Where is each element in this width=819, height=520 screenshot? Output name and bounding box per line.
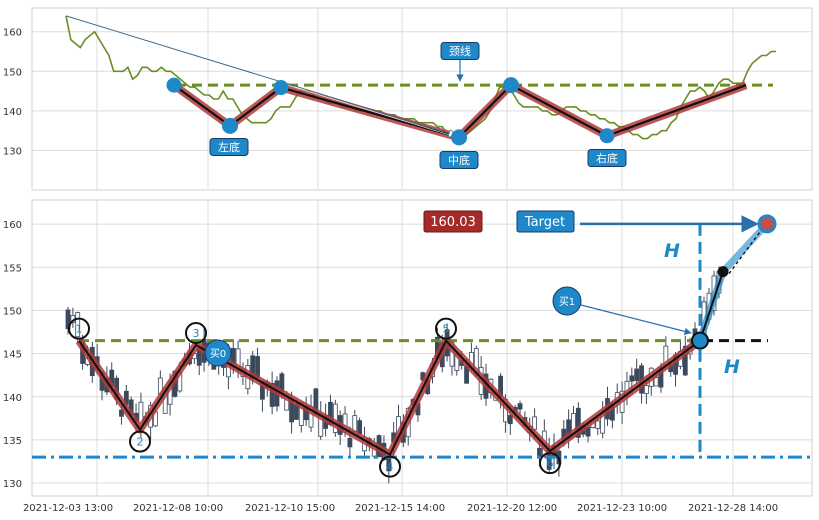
pattern-point-label: 1 — [76, 323, 83, 336]
price-box-label: 160.03 — [430, 215, 476, 230]
candle-body — [537, 447, 542, 458]
pattern-point-circle — [68, 317, 90, 340]
pattern-point-circle — [129, 430, 151, 453]
bottom-y-tick-label: 145 — [3, 350, 22, 361]
candle-body — [65, 309, 71, 330]
bottom-y-tick-label: 155 — [3, 263, 22, 274]
x-tick-label: 2021-12-10 15:00 — [245, 503, 335, 514]
candle-body — [629, 375, 635, 382]
top-y-tick-label: 160 — [3, 28, 22, 39]
neckline-label: 颈线 — [449, 44, 471, 58]
trend-arrow-inner — [67, 17, 457, 138]
middle-bottom-box — [439, 151, 479, 169]
candle-body — [269, 382, 275, 407]
right-bottom-box — [587, 149, 627, 167]
breakout-point — [691, 331, 709, 350]
pattern-point-circle — [379, 455, 401, 478]
candle-body — [634, 368, 640, 381]
right-bottom-label: 右底 — [596, 151, 618, 165]
bottom-plot-area — [31, 199, 813, 497]
x-tick-label: 2021-12-20 12:00 — [467, 503, 557, 514]
candle-body — [517, 403, 523, 410]
target-box — [516, 210, 575, 233]
target-point — [757, 214, 777, 234]
pattern-line — [78, 339, 701, 456]
top-y-axis: 130 140 150 160 — [3, 28, 22, 158]
pattern-point-label: 3 — [193, 327, 200, 340]
candle-body — [507, 414, 513, 425]
x-tick-label: 2021-12-23 10:00 — [577, 503, 667, 514]
buy0-marker — [204, 339, 232, 367]
x-tick-label: 2021-12-08 10:00 — [133, 503, 223, 514]
bottom-annotations: 160.03 Target 买0 买1 H H — [204, 210, 759, 378]
candle-body — [75, 312, 81, 338]
buy0-label: 买0 — [210, 348, 226, 360]
pattern-point-circle — [539, 452, 561, 475]
pattern-point-circle — [185, 321, 207, 344]
pattern-point — [222, 117, 238, 134]
top-y-tick-label: 130 — [3, 146, 22, 157]
pattern-point — [166, 77, 182, 93]
candle-body — [595, 420, 601, 429]
target-box-label: Target — [524, 215, 565, 230]
bottom-y-tick-label: 130 — [3, 479, 22, 490]
bottom-y-tick-label: 135 — [3, 436, 22, 447]
pattern-point — [451, 129, 467, 146]
x-axis: 2021-12-03 13:00 2021-12-08 10:00 2021-12-… — [23, 503, 778, 514]
candle-body — [347, 437, 353, 448]
bottom-y-tick-label: 140 — [3, 393, 22, 404]
bottom-y-tick-label: 150 — [3, 306, 22, 317]
height-label-lower: H — [724, 356, 740, 378]
pattern-point — [503, 77, 519, 94]
bottom-pattern-path: 1 2 3 4 5 6 — [68, 214, 777, 478]
bottom-y-tick-label: 160 — [3, 220, 22, 231]
trend-arrow — [65, 15, 456, 135]
x-tick-label: 2021-12-15 14:00 — [355, 503, 445, 514]
pattern-point-circle — [435, 317, 457, 340]
buy1-label: 买1 — [559, 296, 575, 308]
x-tick-label: 2021-12-28 14:00 — [688, 503, 778, 514]
pattern-point-label: 2 — [137, 436, 144, 449]
height-label-upper: H — [664, 240, 680, 262]
projection-point — [717, 266, 729, 278]
pattern-point-label: 4 — [387, 461, 394, 474]
pattern-point-label: 6 — [547, 457, 554, 470]
candle-body — [575, 407, 581, 438]
bottom-y-axis: 130 135 140 145 150 155 160 — [3, 220, 22, 490]
price-box — [423, 210, 483, 233]
candle-body — [682, 345, 688, 376]
pattern-point — [273, 80, 289, 96]
x-tick-label: 2021-12-03 13:00 — [23, 503, 113, 514]
top-y-tick-label: 140 — [3, 107, 22, 118]
pattern-point-label: 5 — [443, 323, 450, 336]
target-path-outline — [720, 221, 770, 274]
middle-bottom-label: 中底 — [448, 153, 470, 167]
candle-body — [119, 409, 124, 417]
buy1-pointer — [580, 304, 692, 335]
candle-body — [643, 385, 649, 395]
left-bottom-label: 左底 — [218, 140, 240, 154]
buy1-marker — [552, 286, 582, 316]
left-bottom-box — [209, 138, 249, 156]
pattern-point — [599, 128, 615, 144]
top-pattern-path — [65, 15, 748, 146]
candle-body — [352, 415, 358, 433]
projection-line — [699, 271, 724, 341]
top-plot-area — [31, 7, 813, 191]
neckline-box — [440, 42, 480, 60]
top-y-tick-label: 150 — [3, 67, 22, 78]
